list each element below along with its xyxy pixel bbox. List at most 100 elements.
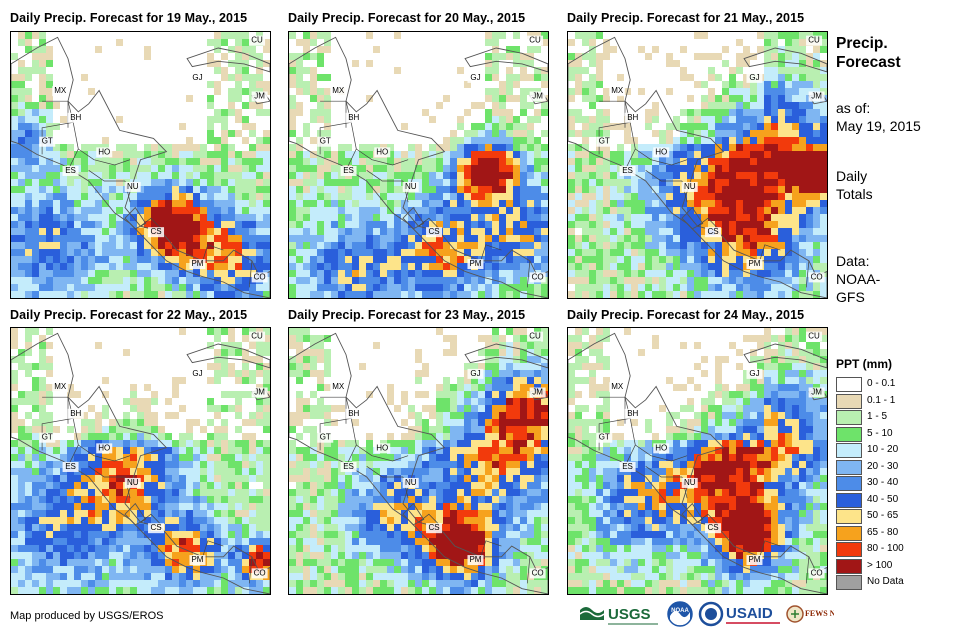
region-label-pm: PM xyxy=(469,259,481,268)
region-label-gt: GT xyxy=(42,137,53,146)
country-border xyxy=(635,444,688,462)
country-border xyxy=(88,170,125,182)
country-border xyxy=(480,540,502,557)
legend-swatch xyxy=(836,459,862,475)
coastline xyxy=(289,332,548,594)
region-label-mx: MX xyxy=(54,382,67,391)
region-label-es: ES xyxy=(343,166,354,175)
legend-label: No Data xyxy=(867,576,904,587)
region-label-bh: BH xyxy=(627,113,638,122)
coastline xyxy=(464,47,548,73)
region-label-jm: JM xyxy=(254,388,265,397)
country-border xyxy=(356,148,409,166)
region-label-mx: MX xyxy=(54,86,67,95)
region-label-cs: CS xyxy=(428,227,439,236)
region-label-es: ES xyxy=(343,462,354,471)
region-label-pm: PM xyxy=(191,259,203,268)
country-border xyxy=(248,260,253,288)
region-label-cs: CS xyxy=(150,227,161,236)
fews-net-logo: FEWS NET xyxy=(786,605,834,623)
region-label-es: ES xyxy=(65,462,76,471)
asof-date: May 19, 2015 xyxy=(836,118,921,134)
legend-swatch xyxy=(836,575,862,590)
country-border xyxy=(526,556,531,584)
country-border xyxy=(418,513,440,526)
region-label-cs: CS xyxy=(707,227,718,236)
legend-label: 65 - 80 xyxy=(867,526,899,538)
region-label-cu: CU xyxy=(529,332,541,341)
region-label-es: ES xyxy=(65,166,76,175)
asof-label: as of: xyxy=(836,100,871,116)
precip-field xyxy=(568,32,827,298)
legend-swatch xyxy=(836,410,862,425)
region-label-ho: HO xyxy=(376,147,388,156)
country-border xyxy=(88,466,125,478)
region-label-bh: BH xyxy=(348,409,359,418)
region-label-ho: HO xyxy=(98,443,110,452)
region-label-nu: NU xyxy=(127,182,139,191)
region-label-mx: MX xyxy=(611,86,624,95)
country-border xyxy=(480,244,502,261)
coastline xyxy=(289,36,548,298)
region-label-co: CO xyxy=(532,568,544,577)
precip-field xyxy=(11,32,270,298)
coastline xyxy=(402,206,425,230)
legend-swatch xyxy=(836,509,862,524)
region-label-gj: GJ xyxy=(749,369,759,378)
country-border xyxy=(805,260,810,288)
region-label-es: ES xyxy=(622,462,633,471)
region-label-gt: GT xyxy=(42,433,53,442)
country-border xyxy=(202,244,224,261)
legend-label: 40 - 50 xyxy=(867,493,899,505)
region-label-ho: HO xyxy=(376,443,388,452)
forecast-map-5: MX BH GT HO ES NU CS PM CU JM GJ CO xyxy=(288,327,549,595)
panel-title-6: Daily Precip. Forecast for 24 May., 2015 xyxy=(567,308,805,322)
coastline xyxy=(568,36,827,298)
coastline xyxy=(464,343,548,369)
region-label-gt: GT xyxy=(599,137,610,146)
country-border xyxy=(645,466,682,478)
country-border xyxy=(345,418,357,467)
legend-label: 0 - 0.1 xyxy=(867,378,896,389)
precip-field xyxy=(289,32,548,298)
country-border xyxy=(697,513,719,526)
region-label-cu: CU xyxy=(529,36,541,45)
country-border xyxy=(78,444,131,462)
country-border xyxy=(624,122,636,171)
data-label: Data: xyxy=(836,253,870,269)
region-label-pm: PM xyxy=(748,259,760,268)
region-label-ho: HO xyxy=(98,147,110,156)
map-credit: Map produced by USGS/EROS xyxy=(10,610,164,622)
country-border xyxy=(248,556,253,584)
legend-label: 30 - 40 xyxy=(867,477,899,488)
usgs-logo: USGS xyxy=(579,606,658,625)
region-label-bh: BH xyxy=(70,409,81,418)
usaid-logo: USAID xyxy=(726,605,780,624)
coastline xyxy=(681,502,704,526)
coastline xyxy=(124,206,147,230)
region-label-cu: CU xyxy=(251,36,263,45)
region-label-cs: CS xyxy=(707,523,718,532)
region-label-gj: GJ xyxy=(192,73,202,82)
usaid-seal-icon xyxy=(698,601,724,627)
region-label-gj: GJ xyxy=(470,73,480,82)
legend-label: 0.1 - 1 xyxy=(867,394,896,406)
legend-label: 1 - 5 xyxy=(867,411,888,422)
country-border xyxy=(356,444,409,462)
region-label-gt: GT xyxy=(320,137,331,146)
country-border xyxy=(366,466,403,478)
region-label-cs: CS xyxy=(428,523,439,532)
region-label-co: CO xyxy=(811,272,823,281)
forecast-map-2: MX BH GT HO ES NU CS PM CU JM GJ CO xyxy=(288,31,549,299)
sidebar-heading-line2: Forecast xyxy=(836,54,901,71)
legend-swatch xyxy=(836,476,862,491)
region-label-co: CO xyxy=(254,272,266,281)
country-border xyxy=(805,556,810,584)
region-label-cu: CU xyxy=(251,332,263,341)
legend-label: > 100 xyxy=(867,559,893,571)
legend-label: 50 - 65 xyxy=(867,510,899,521)
region-label-jm: JM xyxy=(811,92,822,101)
panel-title-1: Daily Precip. Forecast for 19 May., 2015 xyxy=(10,11,248,25)
sidebar-heading-line1: Precip. xyxy=(836,35,888,52)
data-source-line1: NOAA- xyxy=(836,271,881,287)
